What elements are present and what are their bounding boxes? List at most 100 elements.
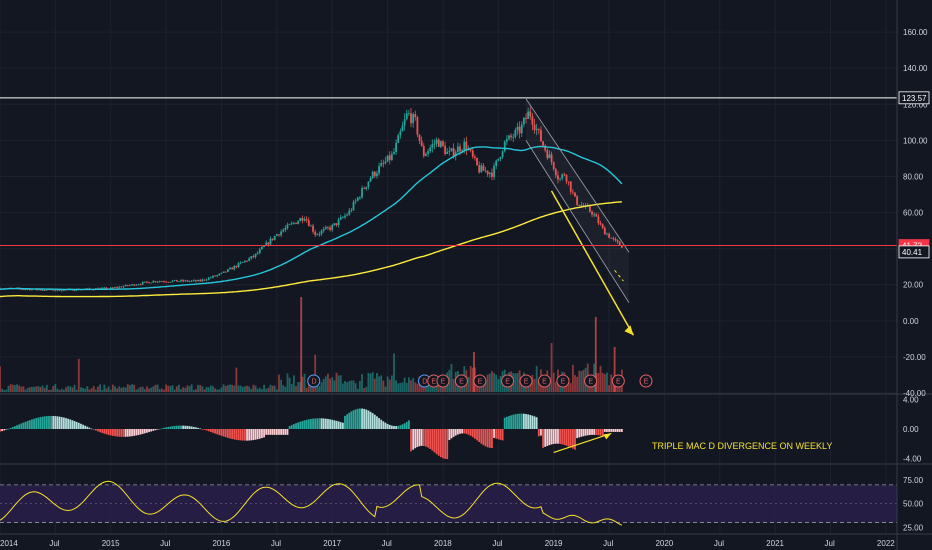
- candle-body: [233, 265, 236, 270]
- candle-body: [163, 281, 165, 283]
- macd-bar: [582, 429, 585, 437]
- volume-bar: [493, 372, 495, 392]
- candle-body: [282, 229, 285, 232]
- candle-body: [542, 141, 544, 146]
- volume-bar: [399, 382, 402, 392]
- candle-body: [111, 287, 114, 289]
- volume-bar: [254, 385, 257, 392]
- volume-bar: [237, 385, 240, 392]
- candle-body: [205, 279, 208, 281]
- macd-bar: [578, 429, 581, 438]
- candle-body: [491, 172, 493, 177]
- volume-bar: [603, 374, 606, 392]
- volume-bar: [92, 386, 95, 392]
- macd-bar: [601, 429, 604, 437]
- candle-body: [461, 150, 464, 152]
- candle-body: [105, 287, 108, 289]
- volume-bar: [195, 389, 197, 392]
- volume-bar: [582, 369, 585, 392]
- candle-body: [150, 282, 153, 284]
- candle-body: [188, 281, 191, 282]
- candle-body: [348, 210, 351, 215]
- horizontal-levels[interactable]: [0, 97, 897, 247]
- volume-bar: [329, 378, 331, 392]
- macd-bar: [312, 418, 314, 429]
- volume-bar: [133, 384, 136, 392]
- candle-body: [26, 289, 29, 290]
- macd-bar: [324, 418, 327, 429]
- macd-bar: [393, 425, 395, 429]
- macd-bar: [469, 429, 472, 436]
- time-axis[interactable]: 2014 Jul 2015 Jul 2016 Jul 2017 Jul 2018 Jul 2019 J…: [0, 539, 895, 548]
- candle-body: [416, 117, 419, 135]
- candle-body: [520, 124, 523, 134]
- candle-body: [378, 166, 380, 174]
- time-tick-label: Jul: [825, 539, 835, 548]
- macd-bar: [344, 415, 346, 429]
- volume-bar: [284, 386, 287, 392]
- volume-bar: [478, 384, 481, 392]
- macd-bar: [407, 420, 410, 429]
- candle-body: [267, 242, 270, 245]
- macd-bar: [499, 429, 502, 440]
- candle-body: [601, 224, 604, 228]
- candle-body: [450, 148, 453, 151]
- candle-body: [373, 171, 376, 177]
- macd-bar: [465, 429, 468, 434]
- macd-bar: [133, 429, 136, 436]
- macd-bar: [448, 429, 451, 441]
- price-tag-box: [898, 91, 930, 105]
- candle-body: [442, 141, 444, 146]
- candle-body: [493, 165, 495, 177]
- volume-bar: [395, 380, 398, 392]
- macd-bar: [320, 418, 323, 429]
- event-marker: [473, 374, 487, 388]
- candle-body: [197, 279, 199, 282]
- macd-bar: [107, 429, 110, 435]
- rsi-line: [0, 480, 623, 526]
- volume-bar: [163, 389, 165, 392]
- volume-bar: [610, 374, 613, 392]
- volume-bar: [207, 387, 210, 392]
- macd-bar: [282, 429, 285, 435]
- volume-bar: [378, 376, 380, 392]
- volume-bar: [376, 373, 378, 392]
- candle-body: [567, 181, 570, 183]
- macd-bar: [459, 429, 461, 434]
- candle-body: [129, 285, 131, 286]
- candle-body: [322, 228, 325, 231]
- volume-bar: [571, 365, 574, 392]
- macd-bar: [431, 429, 434, 451]
- volume-bar: [286, 373, 289, 392]
- volume-bar: [550, 343, 553, 392]
- candle-body: [614, 238, 617, 241]
- macd-bar: [388, 424, 391, 429]
- macd-bar: [540, 429, 542, 436]
- candle-body: [62, 289, 65, 291]
- candle-body: [418, 134, 421, 141]
- macd-bar: [235, 429, 238, 440]
- time-tick-label: Jul: [603, 539, 613, 548]
- macd-bar: [305, 419, 308, 429]
- candle-body: [574, 192, 576, 197]
- time-tick-label: 2017: [323, 539, 341, 548]
- volume-bar: [80, 387, 82, 392]
- macd-bar: [567, 429, 570, 447]
- candle-body: [299, 218, 302, 222]
- macd-bar: [571, 429, 574, 449]
- candle-body: [525, 117, 527, 119]
- price-axis[interactable]: 160.00140.00120.00100.0080.0060.0040.002…: [898, 28, 930, 532]
- volume-bar: [131, 384, 133, 392]
- time-tick-label: Jul: [271, 539, 281, 548]
- macd-bar: [220, 429, 223, 436]
- candle-body: [180, 280, 182, 282]
- macd-bar: [94, 429, 97, 431]
- event-marker-letter: E: [524, 379, 529, 386]
- candle-body: [537, 128, 540, 130]
- trend-drawings[interactable]: [525, 98, 635, 336]
- macd-bar: [525, 413, 527, 429]
- volume-bar: [220, 387, 223, 392]
